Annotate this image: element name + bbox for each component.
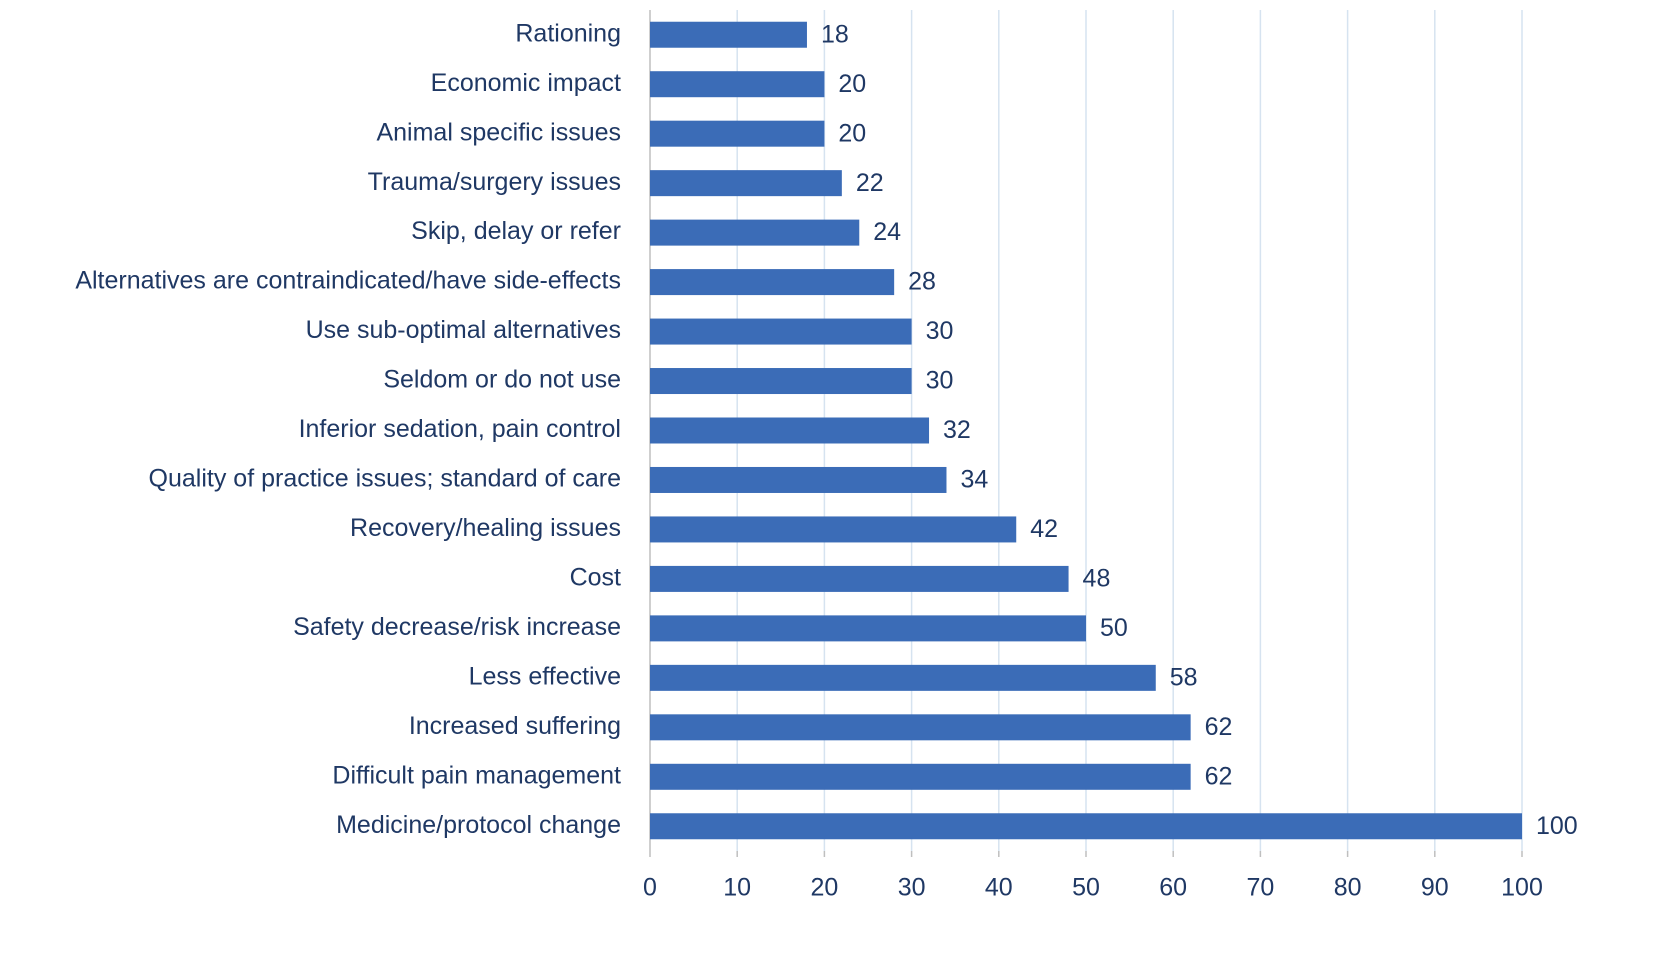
- x-tick-label: 0: [643, 874, 657, 902]
- x-tick-label: 20: [810, 874, 838, 902]
- bar: [650, 466, 947, 493]
- x-tick-label: 60: [1159, 874, 1187, 902]
- bar: [650, 813, 1522, 840]
- y-tick-label: Inferior sedation, pain control: [299, 415, 621, 443]
- data-label: 30: [926, 317, 954, 345]
- bar: [650, 615, 1086, 642]
- bar: [650, 516, 1017, 543]
- y-tick-label: Economic impact: [431, 69, 621, 97]
- bar: [650, 170, 842, 197]
- bar: [650, 21, 807, 48]
- data-label: 32: [943, 416, 971, 444]
- bar: [650, 219, 860, 246]
- bar: [650, 120, 825, 147]
- data-label: 18: [821, 20, 849, 48]
- x-tick-label: 30: [898, 874, 926, 902]
- y-tick-label: Less effective: [469, 662, 621, 690]
- data-label: 100: [1536, 812, 1578, 840]
- y-tick-label: Cost: [570, 564, 621, 592]
- data-label: 20: [838, 119, 866, 147]
- x-tick-label: 70: [1246, 874, 1274, 902]
- bar: [650, 565, 1069, 592]
- y-tick-label: Skip, delay or refer: [411, 217, 621, 245]
- data-label: 62: [1205, 713, 1233, 741]
- y-tick-label: Seldom or do not use: [383, 366, 621, 394]
- x-tick-label: 40: [985, 874, 1013, 902]
- data-label: 50: [1100, 614, 1128, 642]
- data-label: 48: [1083, 565, 1111, 593]
- bar: [650, 763, 1191, 790]
- x-tick-label: 50: [1072, 874, 1100, 902]
- data-label: 28: [908, 268, 936, 296]
- data-label: 30: [926, 367, 954, 395]
- y-tick-label: Safety decrease/risk increase: [293, 613, 621, 641]
- bar: [650, 269, 895, 296]
- y-tick-label: Difficult pain management: [332, 761, 621, 789]
- bar: [650, 71, 825, 98]
- data-label: 42: [1030, 515, 1058, 543]
- y-tick-label: Quality of practice issues; standard of …: [149, 465, 621, 493]
- data-label: 22: [856, 169, 884, 197]
- data-label: 58: [1170, 663, 1198, 691]
- y-tick-label: Animal specific issues: [376, 118, 621, 146]
- y-tick-label: Trauma/surgery issues: [368, 168, 621, 196]
- bar: [650, 417, 930, 444]
- y-tick-label: Rationing: [515, 19, 621, 47]
- y-tick-label: Use sub-optimal alternatives: [306, 316, 621, 344]
- data-label: 34: [960, 466, 988, 494]
- bar: [650, 714, 1191, 741]
- y-tick-label: Increased suffering: [409, 712, 621, 740]
- data-label: 62: [1205, 762, 1233, 790]
- x-tick-label: 100: [1501, 874, 1543, 902]
- data-label: 24: [873, 218, 901, 246]
- x-tick-label: 10: [723, 874, 751, 902]
- bar: [650, 318, 912, 345]
- data-label: 20: [838, 70, 866, 98]
- y-tick-label: Recovery/healing issues: [350, 514, 621, 542]
- y-tick-label: Medicine/protocol change: [336, 811, 621, 839]
- bar: [650, 664, 1156, 691]
- x-tick-label: 90: [1421, 874, 1449, 902]
- bar: [650, 368, 912, 395]
- y-tick-label: Alternatives are contraindicated/have si…: [75, 267, 621, 295]
- x-tick-label: 80: [1334, 874, 1362, 902]
